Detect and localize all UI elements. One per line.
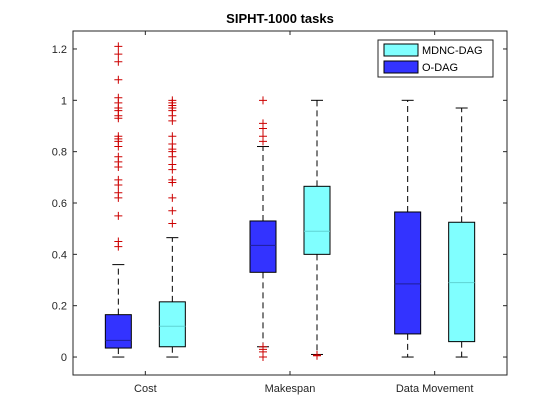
outlier-point <box>168 139 177 148</box>
outlier-point <box>168 206 177 215</box>
outlier-point <box>114 211 123 220</box>
x-tick-label: Data Movement <box>396 383 474 395</box>
box-o-dag <box>104 42 132 358</box>
x-tick-label: Makespan <box>265 383 316 395</box>
outlier-point <box>168 160 177 169</box>
box-body <box>448 221 476 343</box>
chart-title: SIPHT-1000 tasks <box>226 11 334 26</box>
box-body <box>249 220 277 273</box>
outlier-point <box>114 237 123 246</box>
outlier-point <box>114 57 123 66</box>
legend-label-mdnc-dag: MDNC-DAG <box>422 45 483 57</box>
plot-area <box>104 42 476 362</box>
outlier-point <box>168 193 177 202</box>
outlier-point <box>114 132 123 141</box>
box-o-dag <box>394 99 422 358</box>
axes: 0 0.2 0.4 0.6 0.8 1 1.2 Cost Makespan Data Moveme… <box>52 30 508 395</box>
outlier-point <box>114 75 123 84</box>
y-tick-label: 0.4 <box>52 249 67 261</box>
legend-swatch-o-dag <box>383 60 419 74</box>
y-tick-label: 1.2 <box>52 44 67 56</box>
box-o-dag <box>249 96 277 362</box>
box-body <box>158 301 186 348</box>
legend-swatch-mdnc-dag <box>383 43 419 57</box>
x-tick-label: Cost <box>134 383 157 395</box>
outlier-point <box>114 175 123 184</box>
box-body <box>394 211 422 335</box>
outlier-point <box>114 93 123 102</box>
outlier-point <box>114 50 123 59</box>
outlier-point <box>259 119 267 128</box>
box-mdnc-dag <box>448 107 476 358</box>
outlier-point <box>259 342 267 351</box>
box-mdnc-dag <box>303 99 331 360</box>
outlier-point <box>114 42 123 51</box>
y-tick-label: 0 <box>61 352 67 364</box>
legend: MDNC-DAG O-DAG <box>377 39 494 78</box>
y-tick-label: 0.8 <box>52 147 67 159</box>
y-tick-label: 0.2 <box>52 301 67 313</box>
outlier-point <box>168 175 177 184</box>
box-mdnc-dag <box>158 96 186 358</box>
outlier-point <box>114 188 123 197</box>
axes-frame <box>72 30 508 376</box>
y-tick-label: 0.6 <box>52 198 67 210</box>
outlier-point <box>114 152 123 161</box>
outlier-point <box>259 132 267 141</box>
outlier-point <box>168 96 177 105</box>
outlier-point <box>259 96 267 105</box>
outlier-point <box>313 350 321 359</box>
outlier-point <box>168 132 177 141</box>
outlier-point <box>168 219 177 228</box>
legend-label-o-dag: O-DAG <box>422 62 458 74</box>
box-body <box>303 185 331 255</box>
box-body <box>104 314 132 349</box>
y-tick-label: 1 <box>61 95 67 107</box>
